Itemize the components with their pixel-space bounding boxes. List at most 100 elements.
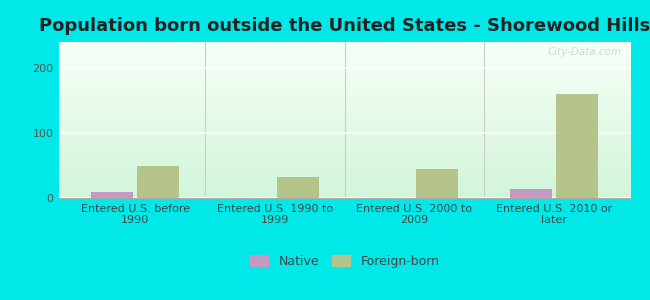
Bar — [58, 177, 630, 178]
Bar — [58, 102, 630, 103]
Bar — [58, 161, 630, 162]
Bar — [58, 57, 630, 58]
Bar — [58, 103, 630, 104]
Bar — [58, 140, 630, 141]
Bar — [58, 89, 630, 90]
Bar — [58, 131, 630, 132]
Bar — [58, 73, 630, 74]
Bar — [58, 129, 630, 130]
Bar — [58, 130, 630, 131]
Bar — [58, 133, 630, 134]
Bar — [58, 135, 630, 136]
Bar — [58, 121, 630, 122]
Bar — [58, 78, 630, 79]
Bar — [58, 147, 630, 148]
Bar — [58, 188, 630, 189]
Bar — [58, 65, 630, 66]
Bar — [58, 163, 630, 164]
Bar — [277, 177, 318, 198]
Bar — [58, 86, 630, 87]
Bar — [58, 122, 630, 123]
Bar — [58, 115, 630, 116]
Bar — [58, 138, 630, 139]
Bar — [58, 88, 630, 89]
Bar — [58, 110, 630, 111]
Bar — [58, 178, 630, 179]
Bar — [58, 105, 630, 106]
Bar — [58, 100, 630, 101]
Bar — [58, 176, 630, 177]
Bar — [137, 166, 179, 198]
Bar — [58, 119, 630, 120]
Bar — [58, 166, 630, 167]
Bar — [58, 45, 630, 46]
Bar — [58, 101, 630, 102]
Bar — [58, 116, 630, 117]
Bar — [58, 132, 630, 133]
Bar — [58, 87, 630, 88]
Bar — [58, 97, 630, 98]
Bar — [58, 180, 630, 181]
Bar — [58, 118, 630, 119]
Bar — [58, 146, 630, 147]
Bar — [58, 156, 630, 157]
Bar — [58, 152, 630, 153]
Bar — [58, 186, 630, 187]
Bar — [58, 43, 630, 44]
Bar — [58, 70, 630, 71]
Bar — [556, 94, 598, 198]
Bar — [58, 96, 630, 97]
Bar — [58, 151, 630, 152]
Bar — [58, 173, 630, 174]
Bar — [58, 106, 630, 107]
Bar — [58, 190, 630, 191]
Bar — [91, 191, 133, 198]
Bar — [58, 93, 630, 94]
Bar — [58, 169, 630, 170]
Bar — [58, 184, 630, 185]
Bar — [58, 111, 630, 112]
Bar — [58, 84, 630, 85]
Bar — [58, 50, 630, 51]
Bar — [58, 62, 630, 63]
Bar — [58, 158, 630, 159]
Bar — [58, 143, 630, 144]
Bar — [58, 155, 630, 156]
Bar — [58, 53, 630, 54]
Bar — [58, 107, 630, 108]
Bar — [58, 100, 630, 101]
Bar — [58, 170, 630, 171]
Bar — [58, 174, 630, 175]
Bar — [58, 59, 630, 60]
Bar — [58, 124, 630, 125]
Bar — [58, 58, 630, 59]
Bar — [58, 145, 630, 146]
Bar — [58, 56, 630, 57]
Bar — [58, 82, 630, 83]
Bar — [58, 114, 630, 115]
Bar — [58, 72, 630, 73]
Bar — [58, 66, 630, 67]
Bar — [58, 94, 630, 95]
Bar — [58, 181, 630, 182]
Bar — [58, 42, 630, 43]
Bar — [58, 196, 630, 197]
Bar — [58, 51, 630, 52]
Bar — [58, 79, 630, 80]
Bar — [58, 76, 630, 77]
Bar — [58, 189, 630, 190]
Bar — [58, 175, 630, 176]
Bar — [58, 81, 630, 82]
Bar — [58, 83, 630, 84]
Bar — [58, 69, 630, 70]
Bar — [58, 99, 630, 100]
Bar — [58, 108, 630, 109]
Bar — [58, 154, 630, 155]
Bar — [510, 189, 552, 198]
Bar — [58, 139, 630, 140]
Title: Population born outside the United States - Shorewood Hills: Population born outside the United State… — [39, 17, 650, 35]
Bar — [58, 91, 630, 92]
Bar — [58, 167, 630, 168]
Bar — [58, 77, 630, 78]
Bar — [58, 160, 630, 161]
